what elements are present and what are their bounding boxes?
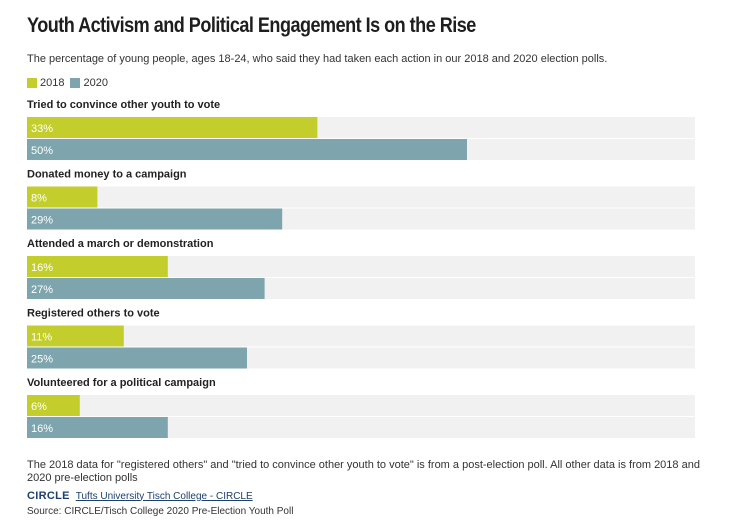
bar-2020: [27, 417, 168, 438]
chart-title: Youth Activism and Political Engagement …: [27, 14, 476, 37]
legend-item-2020: 2020: [70, 77, 108, 89]
bar-value-label: 6%: [31, 401, 47, 413]
bar-value-label: 16%: [31, 423, 53, 435]
bar-value-label: 8%: [31, 193, 47, 205]
bar-2018: [27, 256, 168, 277]
category-label: Attended a march or demonstration: [27, 238, 214, 250]
bar-track: [27, 395, 695, 416]
legend-item-2018: 2018: [27, 77, 64, 89]
category-label: Registered others to vote: [27, 308, 160, 320]
category-label: Donated money to a campaign: [27, 169, 187, 181]
credit-line: CIRCLE Tufts University Tisch College - …: [27, 490, 253, 502]
source-line: Source: CIRCLE/Tisch College 2020 Pre-El…: [27, 506, 294, 517]
legend: 2018 2020: [27, 77, 108, 89]
bar-2020: [27, 139, 467, 160]
bar-value-label: 29%: [31, 215, 53, 227]
bar-value-label: 33%: [31, 123, 53, 135]
bar-2020: [27, 347, 247, 369]
bar-2018: [27, 117, 318, 138]
bar-value-label: 11%: [31, 332, 52, 344]
category-label: Volunteered for a political campaign: [27, 377, 216, 389]
bar-track: [27, 186, 695, 208]
bar-chart: Tried to convince other youth to vote 33%…: [27, 99, 695, 438]
bar-2018: [27, 186, 98, 208]
circle-logo: CIRCLE: [27, 490, 70, 502]
legend-label-2020: 2020: [83, 77, 108, 89]
bar-2020: [27, 278, 265, 299]
legend-swatch-2018: [27, 78, 37, 88]
bar-value-label: 27%: [31, 284, 53, 296]
credit-link[interactable]: Tufts University Tisch College - CIRCLE: [75, 490, 253, 502]
footnote: The 2018 data for "registered others" an…: [27, 459, 700, 484]
chart-subtitle: The percentage of young people, ages 18-…: [27, 53, 608, 65]
bar-value-label: 16%: [31, 262, 53, 274]
bar-2018: [27, 325, 124, 347]
bar-2020: [27, 208, 283, 230]
bar-value-label: 50%: [31, 145, 53, 157]
bar-track: [27, 256, 695, 277]
legend-label-2018: 2018: [40, 77, 65, 89]
legend-swatch-2020: [70, 78, 81, 88]
bar-2018: [27, 395, 80, 416]
bar-track: [27, 417, 695, 438]
bar-value-label: 25%: [31, 354, 53, 366]
category-label: Tried to convince other youth to vote: [27, 99, 220, 111]
bar-track: [27, 325, 695, 347]
